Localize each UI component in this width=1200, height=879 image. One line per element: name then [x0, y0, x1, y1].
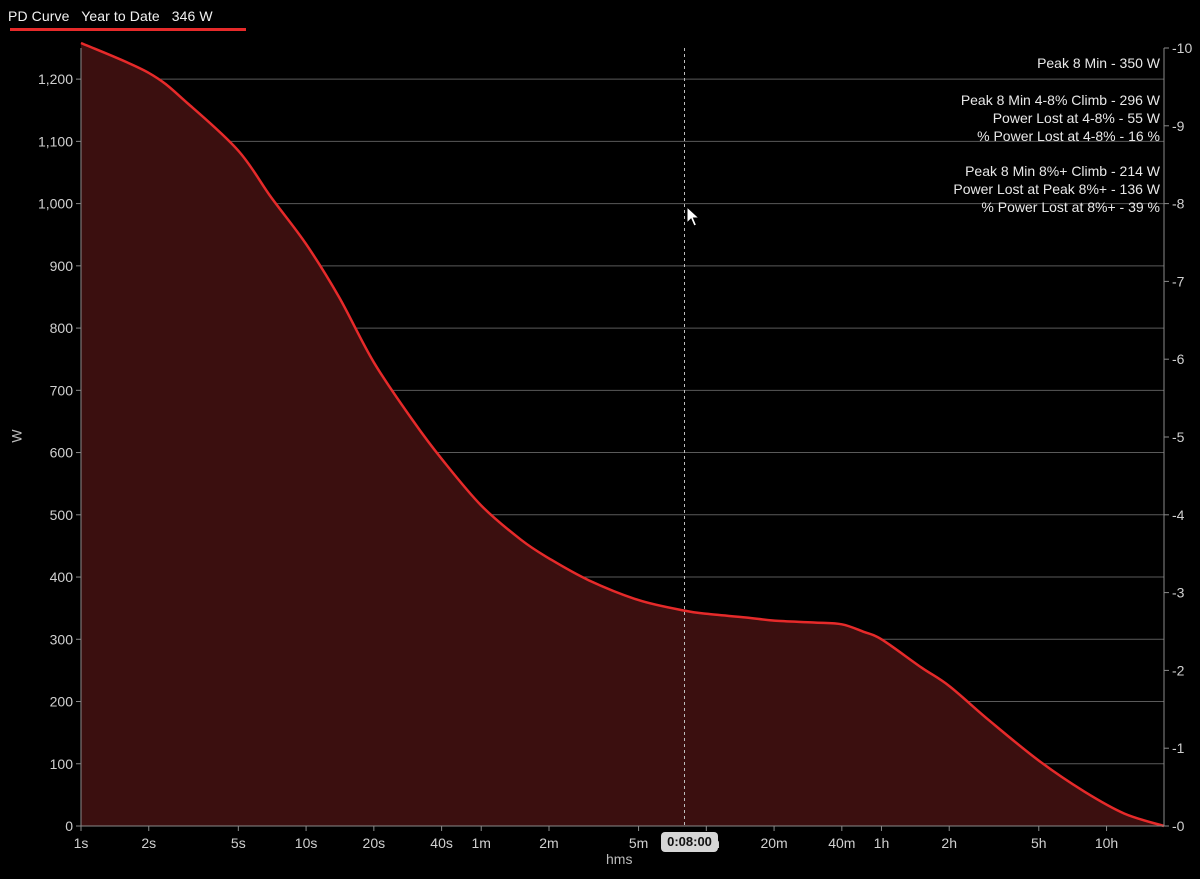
power-duration-area: [81, 43, 1164, 826]
right-tick-label: -3: [1172, 585, 1185, 601]
legend-value: 346 W: [171, 8, 213, 24]
right-tick-label: -10: [1172, 40, 1192, 56]
right-tick-label: -6: [1172, 351, 1185, 367]
power-duration-curve: [80, 41, 1165, 828]
annotation-group-4-8: Peak 8 Min 4-8% Climb - 296 W Power Lost…: [961, 91, 1160, 145]
y-tick-label: 0: [65, 818, 73, 834]
annotation-peak: Peak 8 Min - 350 W: [1037, 55, 1160, 71]
mouse-pointer-icon: [686, 206, 700, 227]
x-tick-label: 2s: [141, 835, 156, 851]
right-tick-label: -5: [1172, 429, 1185, 445]
x-tick-label: 5m: [629, 835, 648, 851]
y-tick-label: 300: [50, 631, 74, 647]
x-tick-label: 1h: [874, 835, 890, 851]
right-tick-label: -0: [1172, 818, 1185, 834]
annotation-line: Peak 8 Min 4-8% Climb - 296 W: [960, 92, 1160, 108]
x-tick-label: 20m: [760, 835, 787, 851]
y-axis-title: W: [8, 429, 25, 443]
legend-series-label: PD Curve: [8, 8, 70, 24]
y-tick-label: 1,200: [38, 71, 73, 87]
annotation-line: Power Lost at 4-8% - 55 W: [992, 110, 1160, 126]
annotation-line: Peak 8 Min 8%+ Climb - 214 W: [965, 163, 1160, 179]
cursor-time-label: 0:08:00: [661, 832, 718, 852]
y-tick-label: 700: [50, 382, 74, 398]
y-axis-ticks: 0 100 200 300 400 500 600 700 800 900 1,000 1,100 1,…: [38, 71, 81, 834]
y-tick-label: 1,100: [38, 133, 73, 149]
x-tick-label: 2m: [539, 835, 558, 851]
right-tick-label: -2: [1172, 662, 1185, 678]
right-tick-label: -9: [1172, 118, 1185, 134]
y-tick-label: 100: [50, 756, 74, 772]
x-tick-label: 20s: [363, 835, 386, 851]
right-tick-label: -1: [1172, 740, 1185, 756]
x-tick-label: 5s: [231, 835, 246, 851]
legend-range: Year to Date: [81, 8, 160, 24]
right-axis-ticks: -0 -1 -2 -3 -4 -5 -6 -7 -8 -9 -10: [1164, 40, 1192, 834]
x-axis-ticks: 1s2s5s10s20s40s1m2m5m10m20m40m1h2h5h10h: [74, 826, 1118, 851]
y-tick-label: 900: [50, 258, 74, 274]
x-tick-label: 10h: [1095, 835, 1118, 851]
right-tick-label: -8: [1172, 196, 1185, 212]
x-tick-label: 40m: [828, 835, 855, 851]
x-tick-label: 1m: [472, 835, 491, 851]
y-tick-label: 600: [50, 445, 74, 461]
annotation-line: Power Lost at Peak 8%+ - 136 W: [953, 181, 1160, 197]
y-tick-label: 1,000: [38, 196, 73, 212]
right-tick-label: -4: [1172, 507, 1185, 523]
y-tick-label: 200: [50, 694, 74, 710]
x-tick-label: 1s: [74, 835, 89, 851]
annotation-group-8plus: Peak 8 Min 8%+ Climb - 214 W Power Lost …: [953, 162, 1160, 216]
y-tick-label: 500: [50, 507, 74, 523]
x-axis-title: hms: [606, 851, 633, 867]
x-tick-label: 10s: [295, 835, 318, 851]
x-tick-label: 5h: [1031, 835, 1047, 851]
legend-swatch: [10, 28, 246, 31]
right-tick-label: -7: [1172, 273, 1185, 289]
x-tick-label: 40s: [430, 835, 453, 851]
annotation-line: % Power Lost at 4-8% - 16 %: [977, 128, 1160, 144]
y-tick-label: 800: [50, 320, 74, 336]
chart-legend[interactable]: PD Curve Year to Date 346 W: [8, 8, 246, 32]
x-tick-label: 2h: [941, 835, 957, 851]
y-tick-label: 400: [50, 569, 74, 585]
annotation-line: % Power Lost at 8%+ - 39 %: [981, 199, 1160, 215]
